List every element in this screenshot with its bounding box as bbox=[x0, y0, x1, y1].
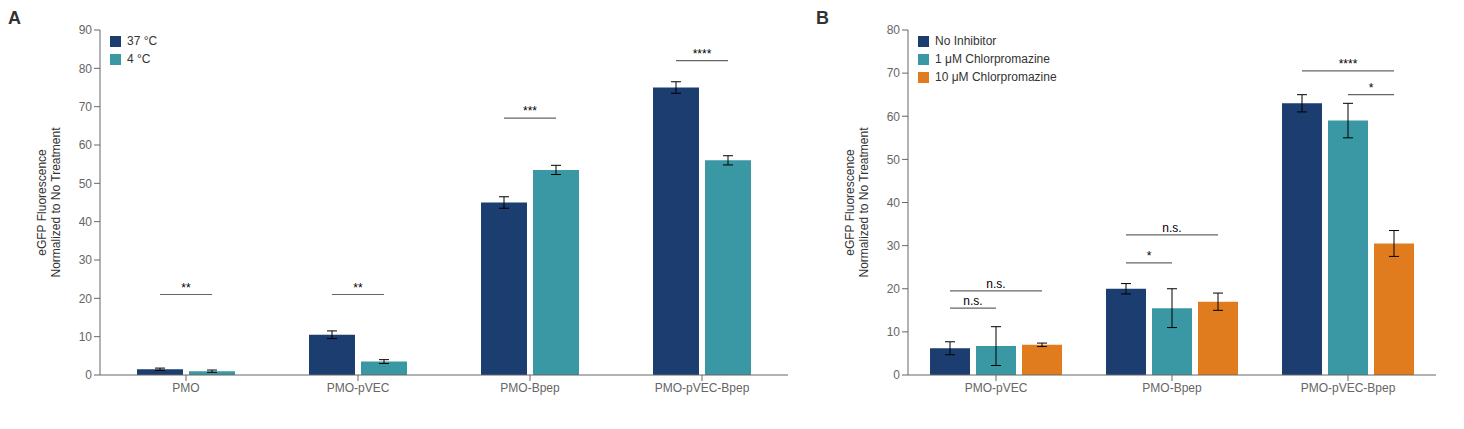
svg-text:n.s.: n.s. bbox=[986, 277, 1005, 291]
svg-text:PMO-pVEC: PMO-pVEC bbox=[965, 381, 1028, 395]
svg-text:10: 10 bbox=[79, 330, 93, 344]
svg-text:90: 90 bbox=[79, 23, 93, 37]
svg-text:50: 50 bbox=[79, 177, 93, 191]
svg-text:80: 80 bbox=[79, 62, 93, 76]
svg-text:60: 60 bbox=[79, 138, 93, 152]
html-text:37 °C: 37 °C bbox=[127, 34, 158, 48]
svg-text:eGFP FluorescenceNormalized to: eGFP FluorescenceNormalized to No Treatm… bbox=[35, 127, 63, 278]
svg-text:*: * bbox=[1147, 249, 1152, 263]
svg-text:20: 20 bbox=[887, 282, 901, 296]
svg-text:10: 10 bbox=[887, 325, 901, 339]
svg-text:n.s.: n.s. bbox=[963, 294, 982, 308]
svg-text:40: 40 bbox=[887, 196, 901, 210]
svg-text:***: *** bbox=[523, 104, 537, 118]
svg-text:**: ** bbox=[181, 281, 191, 295]
svg-text:****: **** bbox=[1339, 57, 1358, 71]
svg-text:0: 0 bbox=[85, 368, 92, 382]
svg-text:PMO-Bpep: PMO-Bpep bbox=[1142, 381, 1202, 395]
svg-text:****: **** bbox=[693, 47, 712, 61]
svg-text:PMO-pVEC-Bpep: PMO-pVEC-Bpep bbox=[1301, 381, 1396, 395]
svg-text:*: * bbox=[1369, 81, 1374, 95]
html-text:B: B bbox=[816, 8, 829, 28]
svg-text:80: 80 bbox=[887, 23, 901, 37]
svg-text:0: 0 bbox=[893, 368, 900, 382]
svg-text:PMO-pVEC: PMO-pVEC bbox=[327, 381, 390, 395]
svg-text:70: 70 bbox=[79, 100, 93, 114]
svg-text:20: 20 bbox=[79, 292, 93, 306]
svg-text:70: 70 bbox=[887, 66, 901, 80]
svg-text:PMO: PMO bbox=[172, 381, 199, 395]
svg-text:PMO-pVEC-Bpep: PMO-pVEC-Bpep bbox=[655, 381, 750, 395]
svg-text:50: 50 bbox=[887, 153, 901, 167]
svg-text:60: 60 bbox=[887, 110, 901, 124]
svg-text:40: 40 bbox=[79, 215, 93, 229]
svg-text:PMO-Bpep: PMO-Bpep bbox=[500, 381, 560, 395]
svg-text:**: ** bbox=[353, 281, 363, 295]
html-text:10 μM Chlorpromazine: 10 μM Chlorpromazine bbox=[935, 70, 1057, 84]
svg-text:n.s.: n.s. bbox=[1162, 221, 1181, 235]
svg-text:eGFP FluorescenceNormalized to: eGFP FluorescenceNormalized to No Treatm… bbox=[843, 127, 871, 278]
html-text:No Inhibitor: No Inhibitor bbox=[935, 34, 997, 48]
svg-text:30: 30 bbox=[79, 253, 93, 267]
html-text:4 °C: 4 °C bbox=[127, 52, 151, 66]
html-text:A: A bbox=[8, 8, 21, 28]
html-text:1 μM Chlorpromazine: 1 μM Chlorpromazine bbox=[935, 52, 1050, 66]
svg-text:30: 30 bbox=[887, 239, 901, 253]
